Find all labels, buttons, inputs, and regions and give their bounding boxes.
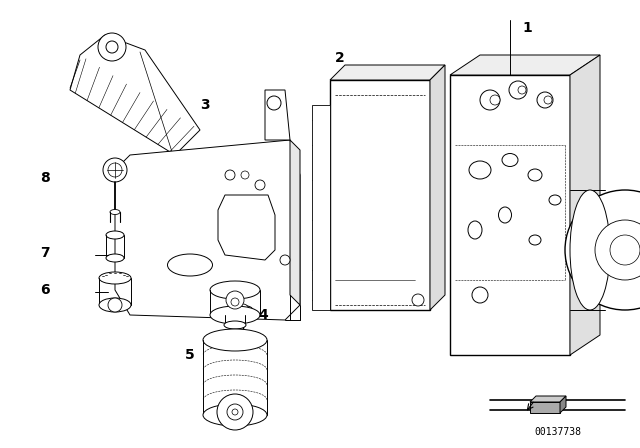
Polygon shape — [330, 65, 445, 80]
Ellipse shape — [203, 329, 267, 351]
Ellipse shape — [529, 235, 541, 245]
Ellipse shape — [110, 210, 120, 215]
Ellipse shape — [499, 207, 511, 223]
Text: 00137738: 00137738 — [534, 427, 581, 437]
Ellipse shape — [502, 154, 518, 167]
Circle shape — [103, 158, 127, 182]
Polygon shape — [330, 80, 430, 310]
Circle shape — [480, 90, 500, 110]
Ellipse shape — [106, 231, 124, 239]
Polygon shape — [530, 402, 560, 413]
Polygon shape — [265, 90, 290, 140]
Ellipse shape — [106, 254, 124, 262]
Circle shape — [108, 298, 122, 312]
Ellipse shape — [468, 221, 482, 239]
Circle shape — [537, 92, 553, 108]
Circle shape — [565, 190, 640, 310]
Ellipse shape — [210, 306, 260, 324]
Circle shape — [412, 294, 424, 306]
Ellipse shape — [469, 161, 491, 179]
Text: 4: 4 — [258, 308, 268, 322]
Ellipse shape — [236, 336, 250, 344]
Circle shape — [610, 235, 640, 265]
Text: 5: 5 — [185, 348, 195, 362]
Circle shape — [225, 170, 235, 180]
Circle shape — [106, 41, 118, 53]
Polygon shape — [290, 140, 300, 305]
Polygon shape — [70, 35, 200, 155]
Circle shape — [231, 298, 239, 306]
Text: 1: 1 — [522, 21, 532, 35]
Polygon shape — [312, 105, 330, 310]
Circle shape — [595, 220, 640, 280]
Circle shape — [241, 171, 249, 179]
Ellipse shape — [233, 306, 253, 314]
Ellipse shape — [168, 254, 212, 276]
Ellipse shape — [99, 298, 131, 312]
Text: 2: 2 — [335, 51, 345, 65]
Circle shape — [267, 96, 281, 110]
Polygon shape — [450, 55, 600, 75]
Circle shape — [239, 336, 247, 344]
Circle shape — [490, 95, 500, 105]
Polygon shape — [115, 140, 300, 320]
Text: 6: 6 — [40, 283, 50, 297]
Ellipse shape — [549, 195, 561, 205]
Circle shape — [108, 163, 122, 177]
Ellipse shape — [224, 321, 246, 329]
Circle shape — [237, 304, 249, 316]
Ellipse shape — [210, 281, 260, 299]
Ellipse shape — [570, 190, 610, 310]
Text: 3: 3 — [200, 98, 210, 112]
Circle shape — [518, 86, 526, 94]
Polygon shape — [218, 195, 275, 260]
Text: 8: 8 — [40, 171, 50, 185]
Ellipse shape — [528, 169, 542, 181]
Circle shape — [280, 255, 290, 265]
Text: 7: 7 — [40, 246, 50, 260]
Polygon shape — [570, 55, 600, 355]
Circle shape — [509, 81, 527, 99]
Circle shape — [98, 33, 126, 61]
Ellipse shape — [99, 272, 131, 284]
Polygon shape — [430, 65, 445, 310]
Polygon shape — [530, 396, 566, 402]
Circle shape — [227, 404, 243, 420]
Circle shape — [232, 409, 238, 415]
Circle shape — [255, 180, 265, 190]
Circle shape — [544, 96, 552, 104]
Circle shape — [217, 394, 253, 430]
Circle shape — [472, 287, 488, 303]
Ellipse shape — [203, 404, 267, 426]
Polygon shape — [450, 75, 570, 355]
Polygon shape — [560, 396, 566, 413]
Circle shape — [226, 291, 244, 309]
